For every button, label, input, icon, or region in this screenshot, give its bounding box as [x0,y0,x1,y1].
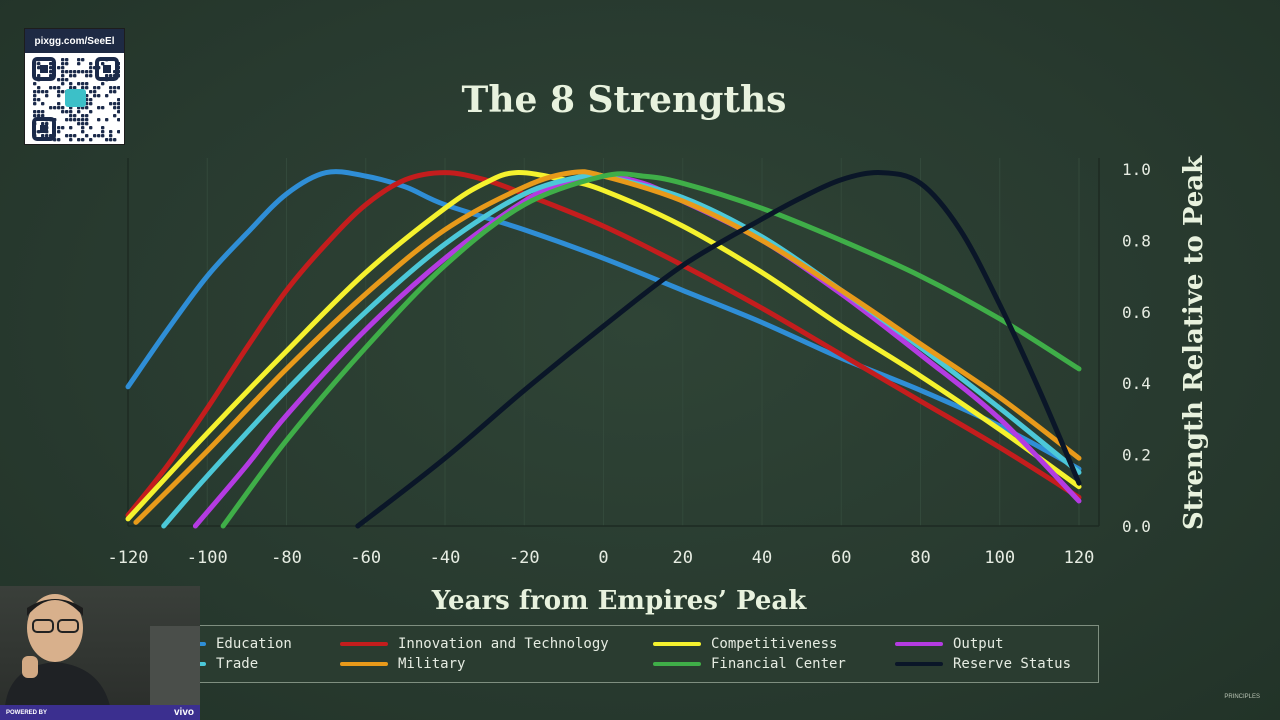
legend-swatch [895,662,943,666]
y-axis-label: Strength Relative to Peak [1179,155,1209,530]
legend-label: Output [953,636,1004,652]
legend-item-competitiveness: Competitiveness [653,634,837,654]
legend-label: Competitiveness [711,636,838,652]
y-tick-label: 0.6 [1122,303,1151,322]
y-tick-label: 0.8 [1122,231,1151,250]
y-tick-label: 0.4 [1122,374,1151,393]
legend-label: Trade [216,656,259,672]
legend-swatch [653,662,701,666]
series-line-trade [161,171,1082,529]
legend-label: Financial Center [711,656,846,672]
x-tick-label: 120 [1064,548,1095,568]
qr-url: pixgg.com/SeeEl [25,29,124,53]
y-tick-label: 0.2 [1122,446,1151,465]
qr-code-icon [31,56,120,142]
legend-label: Reserve Status [953,656,1072,672]
series-line-education [125,169,1082,472]
grid [127,158,1080,526]
legend-label: Education [216,636,292,652]
watermark: PRINCIPLES [1224,694,1260,700]
x-tick-labels: -120 -100 -80 -60 -40 -20 0 20 40 60 80 100 120 [108,548,1095,568]
x-tick-label: -40 [430,548,461,568]
legend-swatch [340,662,388,666]
legend-label: Military [398,656,466,672]
x-tick-label: -60 [350,548,381,568]
legend-item-innovation-and-technology: Innovation and Technology [340,634,609,654]
y-tick-label: 0.0 [1122,517,1151,536]
series-line-military [133,169,1082,525]
sponsor-strip: POWERED BY vivo [0,705,200,720]
powered-by-label: POWERED BY [6,709,48,716]
y-tick-label: 1.0 [1122,160,1151,179]
legend-swatch [653,642,701,646]
x-tick-label: 20 [673,548,693,568]
legend-swatch [895,642,943,646]
series-line-financial-center [220,171,1082,529]
x-tick-label: 40 [752,548,772,568]
chart-title: The 8 Strengths [462,79,787,121]
legend-label: Innovation and Technology [398,636,609,652]
x-tick-label: -120 [108,548,149,568]
legend-item-reserve-status: Reserve Status [895,654,1071,674]
series-line-reserve-status [355,170,1082,529]
webcam-overlay: POWERED BY vivo [0,586,200,720]
qr-code-card: pixgg.com/SeeEl [24,28,125,145]
x-axis-label: Years from Empires’ Peak [431,586,807,616]
legend: Education Innovation and Technology Compet… [129,625,1099,683]
legend-swatch [340,642,388,646]
series-lines [125,169,1082,529]
x-tick-label: 60 [831,548,851,568]
x-tick-label: 80 [910,548,930,568]
x-tick-label: 0 [598,548,608,568]
streamer-avatar-icon [5,594,200,706]
x-tick-label: -80 [271,548,302,568]
x-tick-label: -100 [187,548,228,568]
legend-item-military: Military [340,654,465,674]
legend-item-output: Output [895,634,1004,654]
x-tick-label: 100 [984,548,1015,568]
legend-item-financial-center: Financial Center [653,654,846,674]
y-tick-labels: 0.0 0.2 0.4 0.6 0.8 1.0 [1122,160,1151,536]
x-tick-label: -20 [509,548,540,568]
series-line-innovation-and-technology [125,170,1082,518]
vivo-logo: vivo [173,707,194,718]
